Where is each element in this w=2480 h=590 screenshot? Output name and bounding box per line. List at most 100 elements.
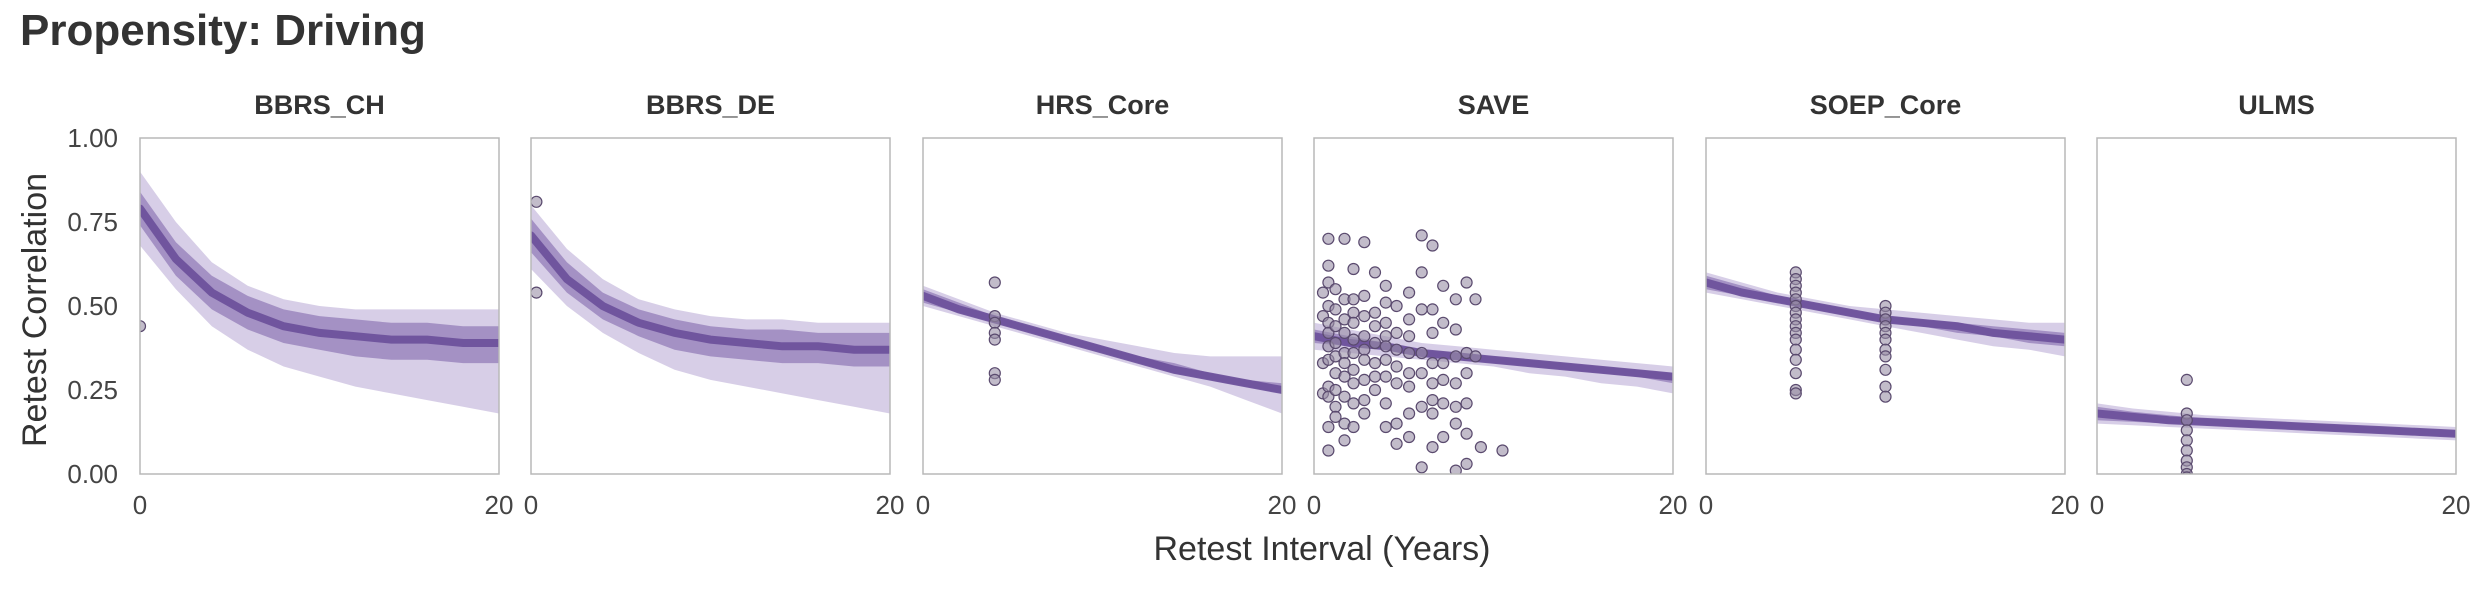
data-point [1322, 259, 1335, 272]
data-point [1338, 370, 1351, 383]
data-point [531, 286, 543, 299]
facet-title: SAVE [1458, 90, 1530, 120]
x-tick-label: 0 [2090, 490, 2104, 520]
x-tick-label: 20 [1268, 490, 1297, 520]
data-point [1402, 380, 1416, 393]
data-point [1358, 407, 1371, 420]
data-point [1879, 380, 1892, 393]
data-point [1460, 457, 1473, 470]
data-point [1449, 293, 1462, 306]
plot-area [1314, 229, 1673, 486]
data-point [1437, 430, 1450, 444]
fit-line [531, 231, 890, 354]
data-point [1415, 400, 1428, 413]
data-point [1347, 346, 1360, 360]
panel-ulms: ULMS 0 20 [2090, 90, 2471, 520]
x-tick-label: 20 [876, 490, 905, 520]
plot-area [531, 195, 890, 414]
data-point [1415, 461, 1428, 474]
y-tick-label: 0.25 [67, 375, 118, 405]
x-tick-label: 0 [1307, 490, 1321, 520]
data-point [1402, 313, 1416, 326]
data-point [1402, 407, 1416, 420]
data-point [1789, 343, 1802, 356]
data-point [1460, 427, 1473, 440]
data-point [1338, 357, 1351, 370]
data-point [1347, 333, 1360, 346]
data-point [1358, 289, 1371, 302]
data-point [1329, 400, 1342, 413]
data-point [1437, 316, 1450, 329]
data-point [1347, 363, 1360, 376]
data-point [988, 276, 1001, 289]
data-point [1338, 434, 1351, 447]
data-point [1879, 390, 1892, 403]
plot-area [923, 276, 1282, 414]
data-point [1379, 330, 1392, 343]
data-point [1460, 367, 1473, 380]
data-point [1379, 296, 1392, 309]
data-point [1789, 353, 1802, 366]
data-point [140, 320, 147, 333]
data-point [1318, 475, 1329, 486]
data-point [1316, 286, 1330, 299]
panel-frame [1313, 137, 1674, 475]
panel-frame [530, 137, 891, 475]
data-point [1322, 232, 1335, 245]
data-point [988, 373, 1001, 386]
x-tick-label: 20 [2442, 490, 2471, 520]
data-point [1379, 370, 1392, 383]
data-point [1347, 377, 1360, 390]
data-point [1449, 377, 1462, 390]
data-point [1415, 229, 1428, 242]
data-point [1368, 357, 1382, 370]
data-point [2180, 424, 2193, 437]
data-point [1437, 397, 1450, 410]
x-tick-label: 20 [2051, 490, 2080, 520]
data-point [1358, 310, 1371, 323]
data-point [1329, 383, 1342, 397]
data-point [1390, 360, 1403, 373]
data-point [1426, 377, 1439, 390]
data-point [1329, 320, 1342, 333]
data-point [1358, 353, 1371, 366]
x-tick-label: 20 [485, 490, 514, 520]
data-point [1358, 343, 1371, 356]
data-point [1368, 320, 1382, 333]
data-point [1322, 420, 1335, 434]
data-point [1322, 444, 1335, 457]
plot-area [2097, 373, 2456, 474]
data-point [2180, 373, 2193, 386]
data-point [1390, 326, 1403, 339]
data-point [1449, 400, 1462, 413]
data-point [1368, 306, 1382, 319]
data-point [1437, 373, 1450, 386]
data-point [1347, 420, 1360, 434]
data-point [1789, 387, 1802, 400]
data-point [988, 316, 1001, 329]
data-point [1402, 430, 1416, 444]
data-point [1415, 303, 1428, 316]
plot-area [1706, 266, 2065, 403]
data-point [1379, 279, 1392, 292]
data-point [1789, 333, 1802, 346]
data-point [1390, 343, 1403, 356]
panel-frame [2096, 137, 2457, 475]
data-point [1338, 232, 1351, 245]
data-point [1402, 286, 1416, 299]
data-point [1347, 397, 1360, 410]
data-point [1449, 350, 1462, 363]
x-tick-label: 0 [916, 490, 930, 520]
data-point [1879, 333, 1892, 346]
data-point [1426, 239, 1439, 252]
data-point [1390, 377, 1403, 390]
data-point [1347, 293, 1360, 306]
x-tick-label: 0 [524, 490, 538, 520]
fit-line [923, 291, 1282, 394]
data-point [988, 333, 1001, 346]
data-point [1426, 394, 1439, 407]
data-point [1358, 373, 1371, 386]
page-title: Propensity: Driving [20, 6, 426, 55]
data-point [1437, 357, 1450, 370]
data-point [1415, 346, 1428, 360]
